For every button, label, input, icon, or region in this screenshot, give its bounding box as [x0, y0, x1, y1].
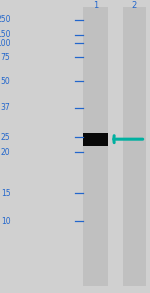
Text: 10: 10	[1, 217, 10, 226]
Text: 15: 15	[1, 189, 10, 198]
Bar	[83, 133, 108, 146]
Text: 20: 20	[1, 148, 10, 157]
Bar	[123, 7, 146, 286]
Text: 50: 50	[1, 77, 10, 86]
Text: 2: 2	[132, 1, 137, 10]
Text: 250: 250	[0, 16, 11, 24]
Text: 100: 100	[0, 39, 11, 48]
Bar	[83, 7, 108, 286]
Text: 37: 37	[1, 103, 10, 112]
Text: 25: 25	[1, 133, 10, 142]
Text: 1: 1	[93, 1, 98, 10]
Text: 150: 150	[0, 30, 11, 39]
Text: 75: 75	[1, 53, 10, 62]
